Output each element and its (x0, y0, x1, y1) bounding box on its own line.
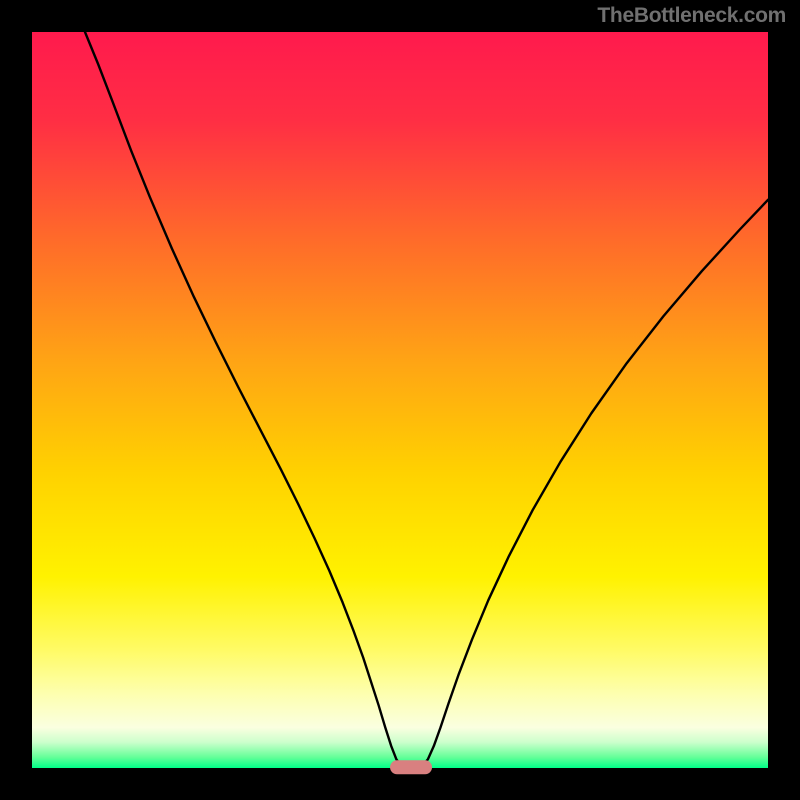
watermark-label: TheBottleneck.com (597, 4, 786, 28)
optimal-marker (390, 760, 432, 774)
plot-background (32, 32, 768, 768)
bottleneck-chart (0, 0, 800, 800)
chart-container: TheBottleneck.com (0, 0, 800, 800)
